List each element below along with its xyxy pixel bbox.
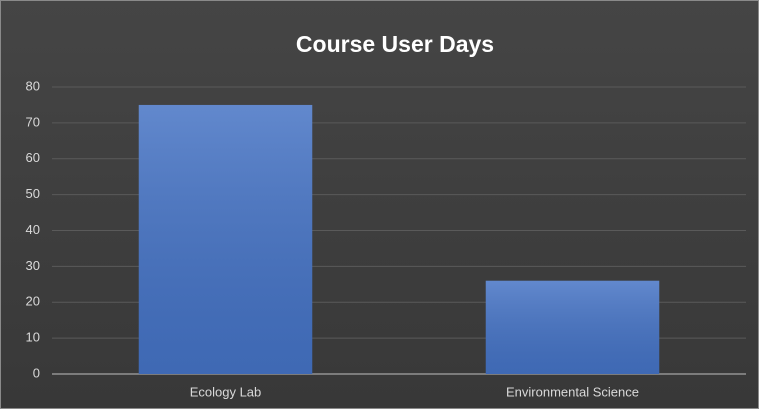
y-tick-label: 0	[33, 365, 40, 380]
y-tick-label: 10	[26, 330, 40, 345]
y-tick-label: 80	[26, 78, 40, 93]
x-tick-label: Ecology Lab	[190, 384, 262, 399]
y-tick-label: 50	[26, 186, 40, 201]
y-tick-label: 40	[26, 222, 40, 237]
chart-title: Course User Days	[296, 31, 494, 57]
x-tick-label: Environmental Science	[506, 384, 639, 399]
bar-sheen	[138, 104, 313, 374]
bar-sheen	[485, 280, 660, 374]
y-tick-label: 70	[26, 114, 40, 129]
y-tick-label: 60	[26, 150, 40, 165]
y-tick-label: 20	[26, 294, 40, 309]
y-tick-label: 30	[26, 258, 40, 273]
